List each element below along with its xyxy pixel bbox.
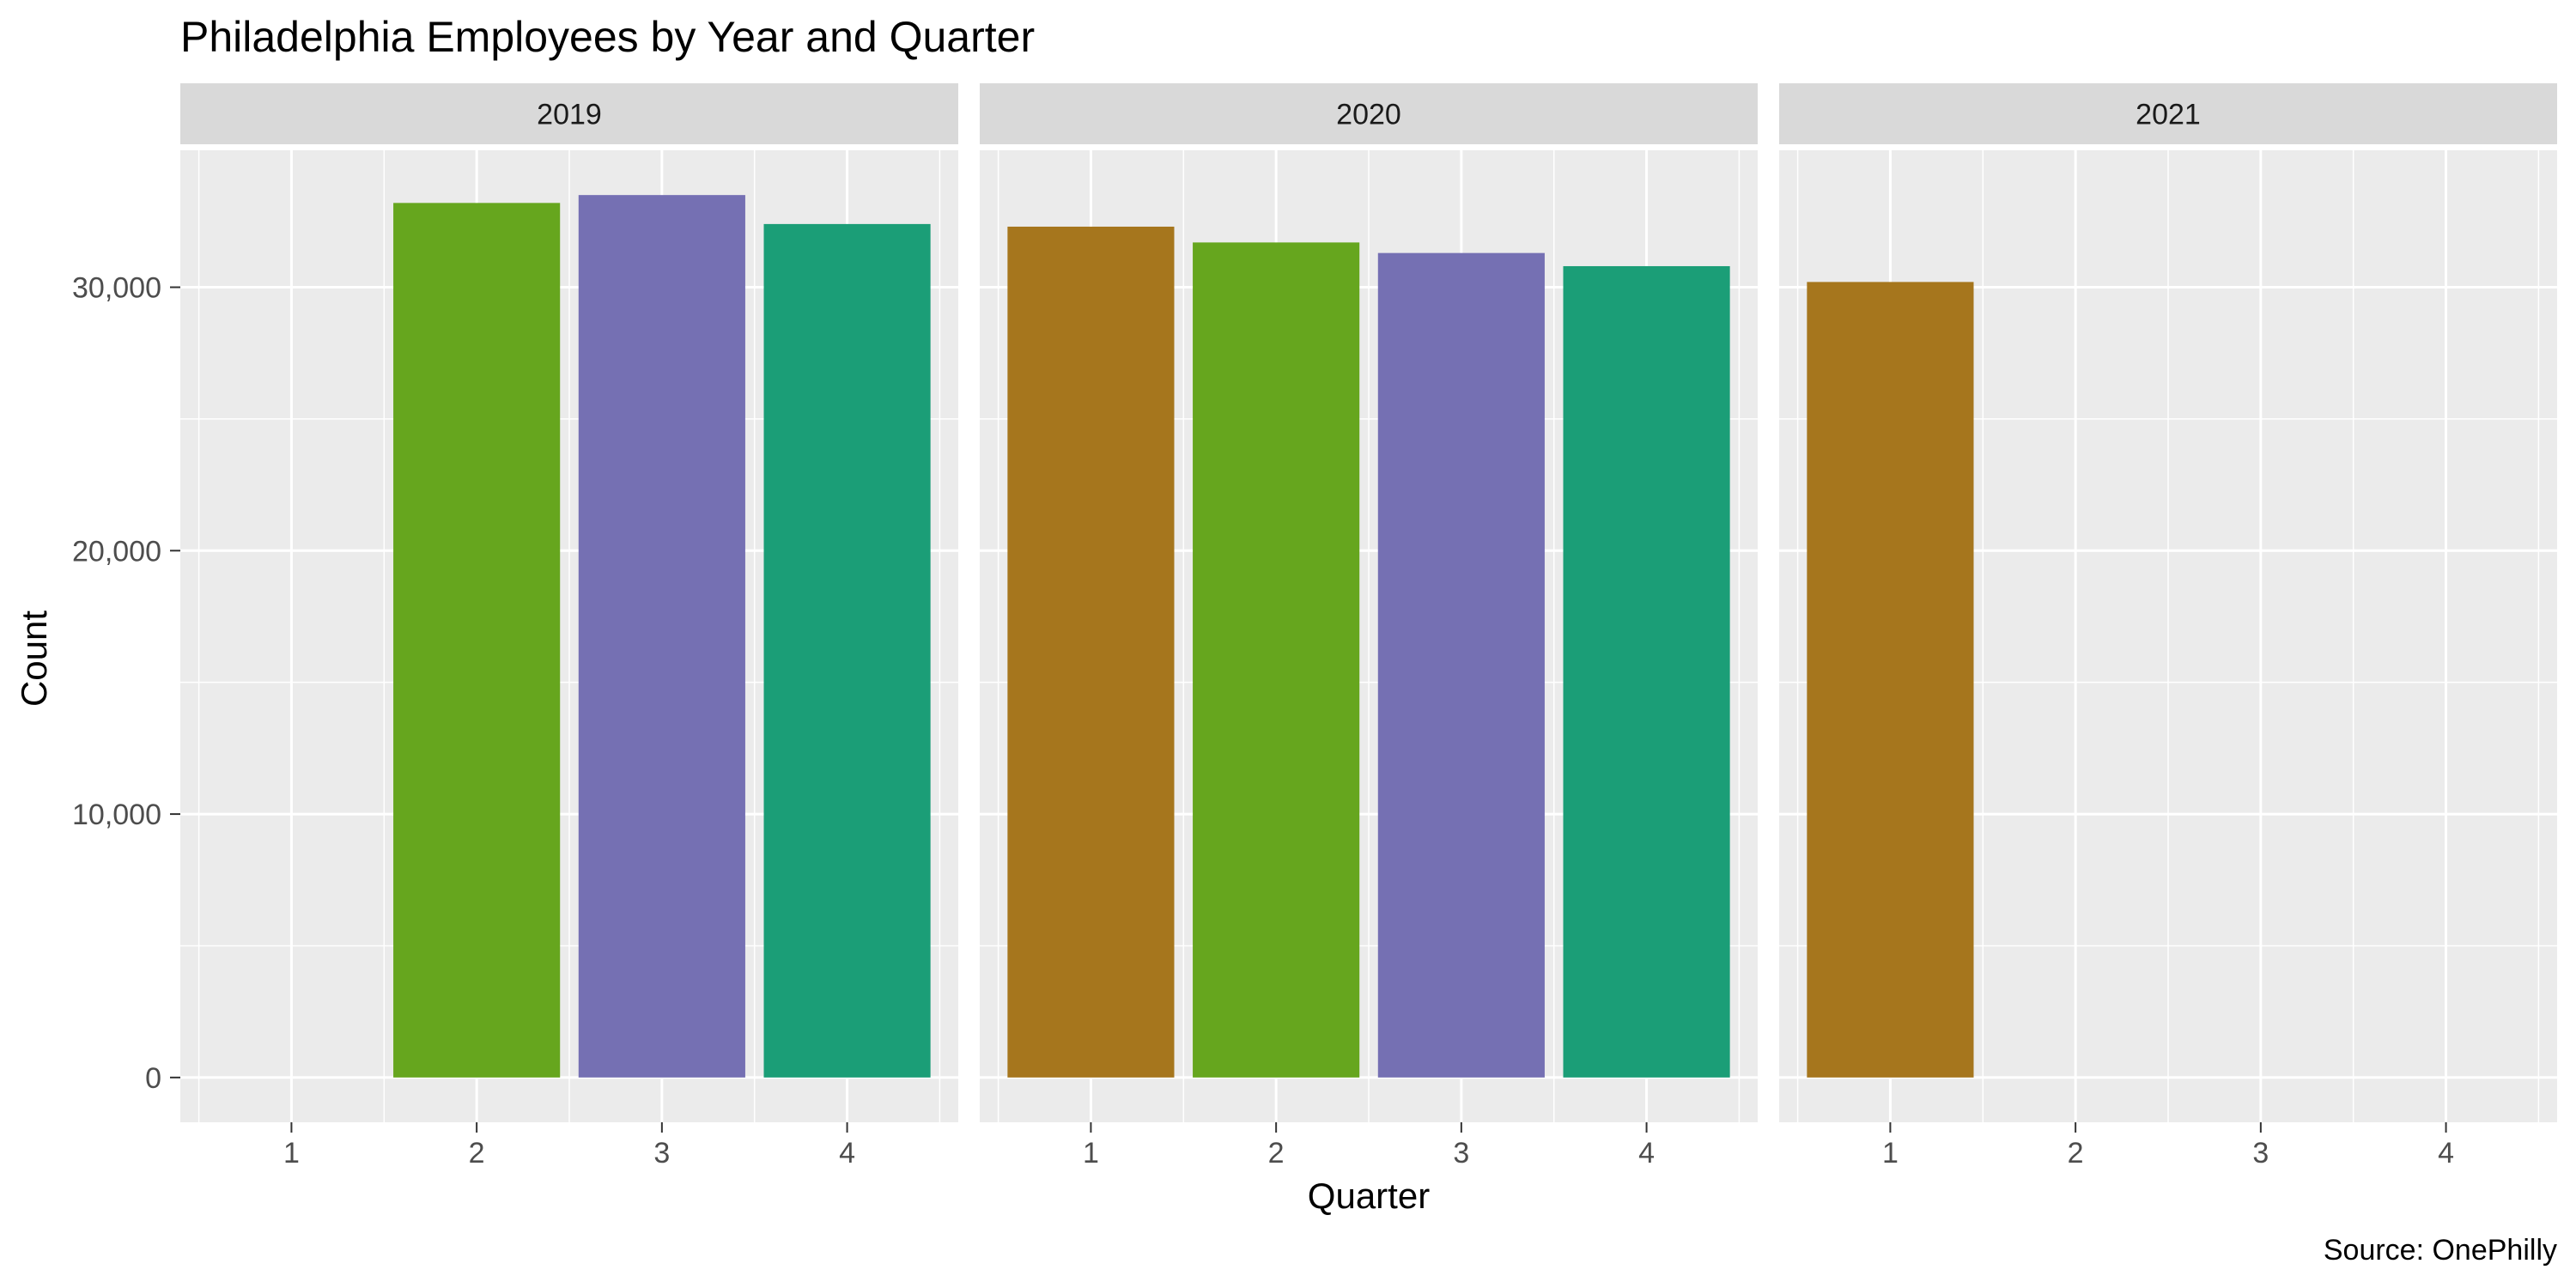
y-tick-label: 30,000 (72, 272, 161, 305)
bar-2020-q1 (1007, 226, 1175, 1078)
y-tick-label: 0 (145, 1062, 161, 1095)
facet-panel-2021: 2021 1 2 3 4 (1779, 83, 2557, 1170)
facet-panel-2020: 2020 1 2 3 4 (980, 83, 1758, 1170)
x-tick-label: 4 (1638, 1137, 1655, 1170)
facet-strip-label: 2021 (2136, 99, 2201, 131)
x-tick-label: 3 (653, 1137, 670, 1170)
facet-strip (180, 83, 958, 144)
x-tick-label: 2 (469, 1137, 485, 1170)
y-axis: 0 10,000 20,000 30,000 (72, 272, 180, 1095)
x-tick-label: 2 (2068, 1137, 2084, 1170)
bar-2021-q1 (1807, 282, 1974, 1078)
facet-strip (980, 83, 1758, 144)
bar-2020-q2 (1193, 242, 1360, 1078)
bar-2020-q4 (1563, 265, 1730, 1078)
bar-2020-q3 (1377, 252, 1545, 1078)
chart-caption: Source: OnePhilly (2324, 1234, 2557, 1267)
x-tick-label: 1 (1083, 1137, 1099, 1170)
x-tick-label: 3 (1453, 1137, 1469, 1170)
x-tick-label: 2 (1268, 1137, 1285, 1170)
x-axis-title: Quarter (1308, 1176, 1430, 1216)
y-tick-label: 20,000 (72, 535, 161, 568)
bar-2019-q4 (763, 223, 931, 1078)
y-axis-title: Count (14, 611, 54, 707)
x-tick-label: 3 (2252, 1137, 2269, 1170)
bar-2019-q2 (393, 203, 561, 1078)
x-tick-label: 4 (839, 1137, 855, 1170)
y-tick-label: 10,000 (72, 799, 161, 831)
x-tick-label: 1 (283, 1137, 300, 1170)
facet-strip (1779, 83, 2557, 144)
x-tick-label: 1 (1882, 1137, 1899, 1170)
facet-panels: 2019 1 2 3 4 2020 1 2 3 4 2021 1 2 3 4 (180, 83, 2557, 1170)
facet-panel-2019: 2019 1 2 3 4 (180, 83, 958, 1170)
facet-strip-label: 2019 (537, 99, 602, 131)
bar-2019-q3 (578, 195, 745, 1078)
facet-strip-label: 2020 (1336, 99, 1401, 131)
chart-title: Philadelphia Employees by Year and Quart… (180, 13, 1035, 61)
x-tick-label: 4 (2438, 1137, 2454, 1170)
